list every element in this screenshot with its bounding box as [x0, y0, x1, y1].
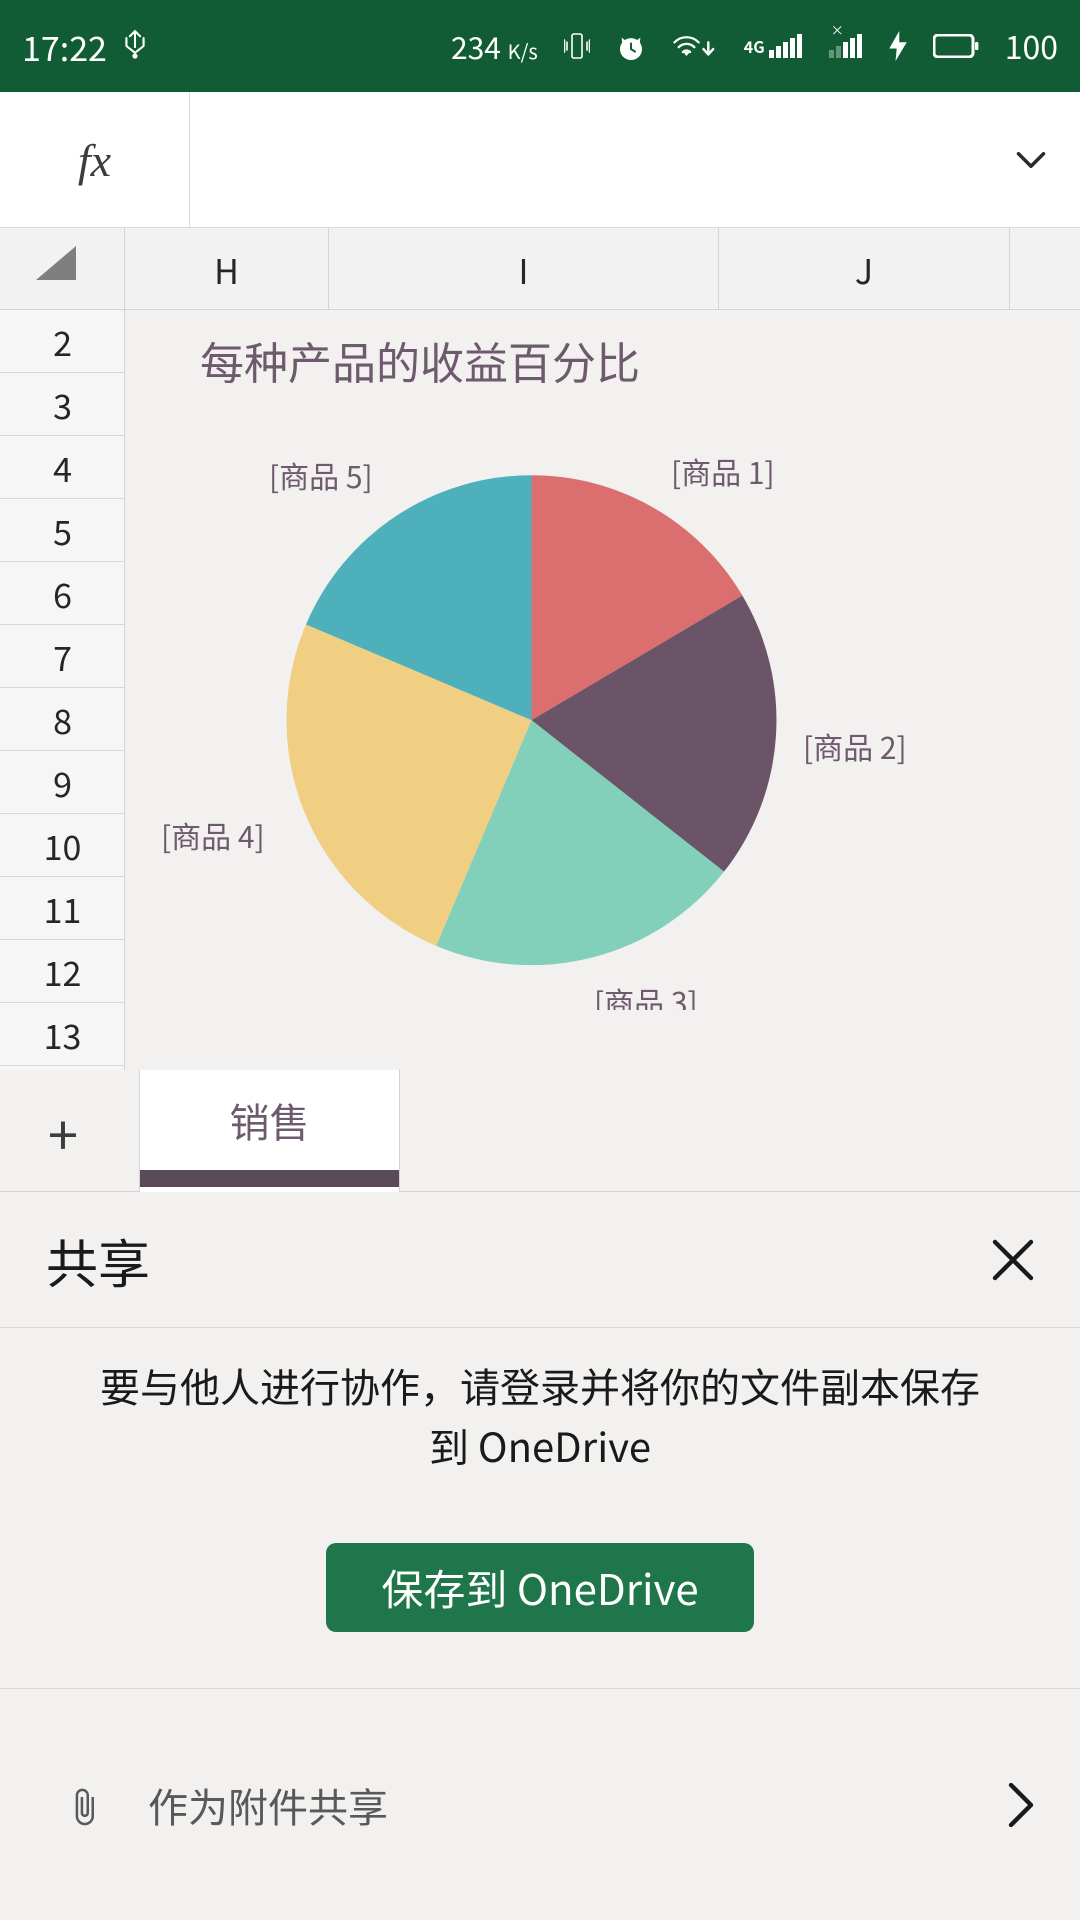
svg-text:[商品 4]: [商品 4]	[161, 813, 265, 857]
svg-text:[商品 5]: [商品 5]	[269, 453, 373, 497]
svg-text:[商品 3]: [商品 3]	[594, 979, 698, 1010]
svg-text:[商品 2]: [商品 2]	[803, 724, 907, 768]
svg-text:[商品 1]: [商品 1]	[671, 449, 775, 493]
